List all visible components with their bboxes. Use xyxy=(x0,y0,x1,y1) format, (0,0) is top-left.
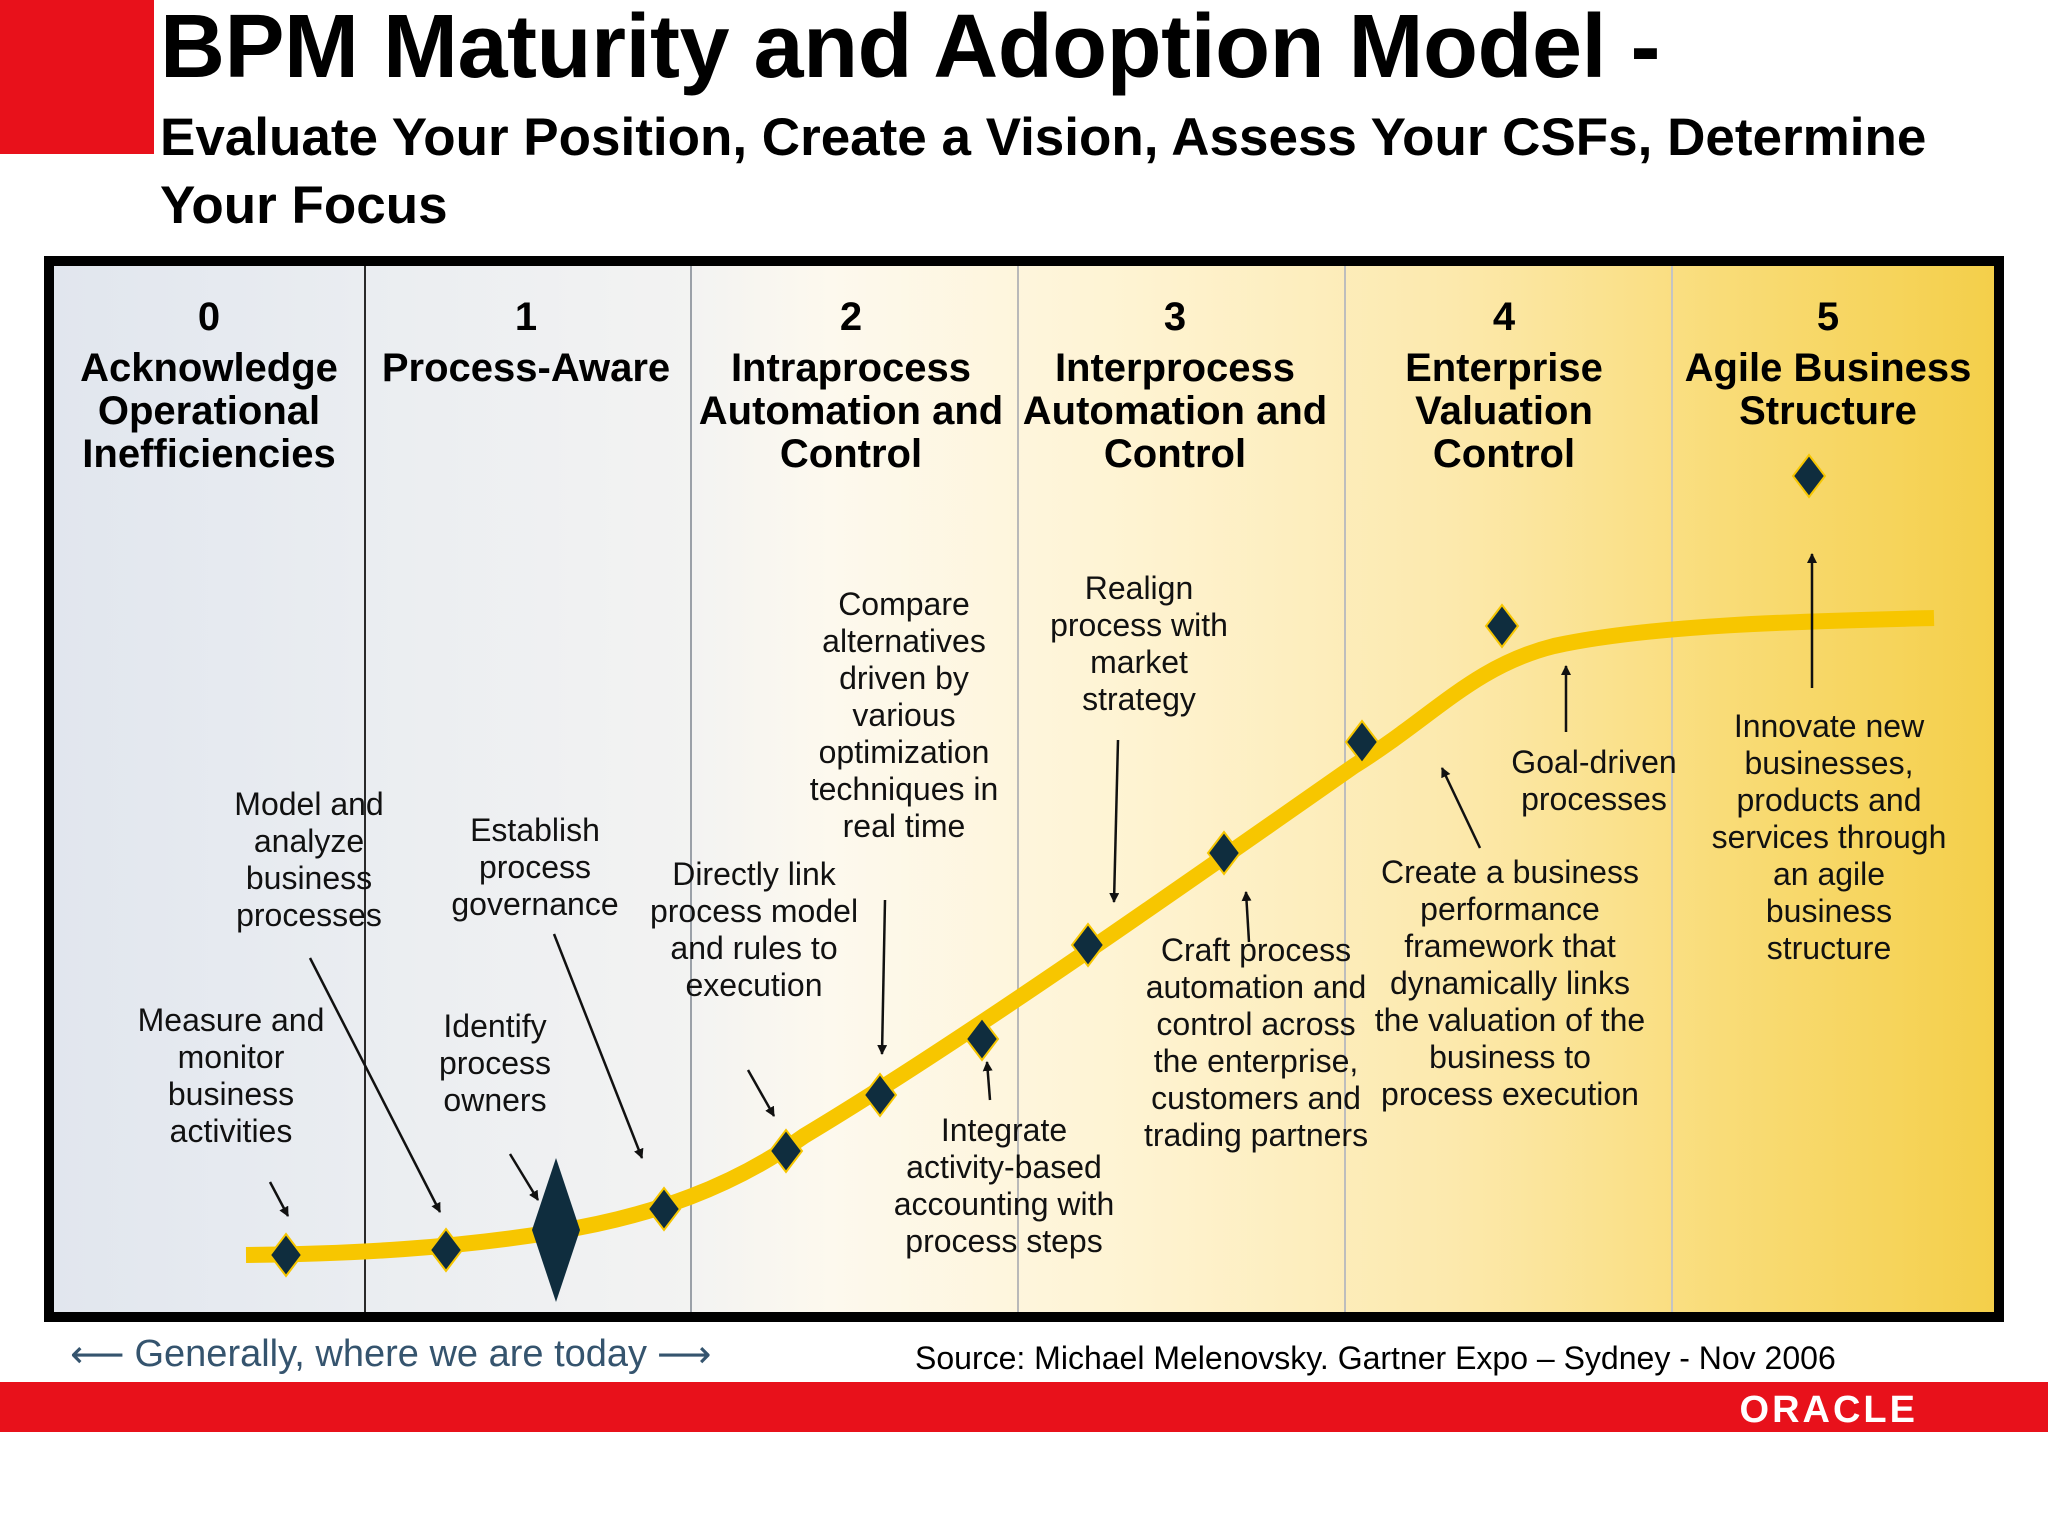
pointer-arrow xyxy=(268,1181,290,1217)
note-model-analyze: Model and analyze business processes xyxy=(234,786,384,933)
milestone-diamond xyxy=(646,1186,682,1232)
maturity-model-diagram: 0 Acknowledge Operational Inefficiencies… xyxy=(44,256,2004,1322)
slide-subtitle: Evaluate Your Position, Create a Vision,… xyxy=(160,108,1927,235)
milestone-diamond-large xyxy=(532,1158,580,1302)
stage-number: 5 xyxy=(1816,295,1840,339)
oracle-logo: ORACLE xyxy=(1739,1389,1918,1431)
note-craft-automation: Craft process automation and control acr… xyxy=(1143,932,1369,1153)
stage-number: 1 xyxy=(514,295,538,339)
pointer-arrow xyxy=(746,1069,776,1117)
note-goal-driven: Goal-driven processes xyxy=(1511,744,1677,817)
pointer-arrow xyxy=(552,933,644,1159)
source-citation: Source: Michael Melenovsky. Gartner Expo… xyxy=(915,1340,1836,1376)
stage-5-header: 5 Agile Business Structure xyxy=(1663,296,1993,433)
adoption-curve-svg xyxy=(245,453,1935,1302)
milestone-diamond xyxy=(1344,719,1380,765)
stage-title: Acknowledge Operational Inefficiencies xyxy=(80,346,338,476)
stage-1-header: 1 Process-Aware xyxy=(361,296,691,390)
milestone-diamond xyxy=(268,1232,304,1278)
today-label: Generally, where we are today xyxy=(134,1332,648,1375)
column-divider xyxy=(690,266,692,1312)
stage-title: Enterprise Valuation Control xyxy=(1405,346,1603,476)
column-divider xyxy=(364,266,366,1312)
footer-red-bar xyxy=(0,1382,2048,1432)
slide-title: BPM Maturity and Adoption Model - xyxy=(160,0,1661,97)
note-identify-owners: Identify process owners xyxy=(438,1008,552,1118)
milestone-diamond xyxy=(1206,830,1242,876)
milestone-diamond xyxy=(768,1128,804,1174)
note-realign-process: Realign process with market strategy xyxy=(1050,570,1228,717)
stage-title: Process-Aware xyxy=(381,346,671,390)
stage-0-header: 0 Acknowledge Operational Inefficiencies xyxy=(54,295,374,476)
stage-4-header: 4 Enterprise Valuation Control xyxy=(1339,296,1669,476)
stage-title: Interprocess Automation and Control xyxy=(1022,346,1328,476)
pointer-arrow xyxy=(508,1153,540,1201)
pointer-arrow xyxy=(877,899,888,1055)
pointer-arrow xyxy=(1440,767,1482,849)
note-innovate: Innovate new businesses, products and se… xyxy=(1711,708,1947,966)
milestone-diamond xyxy=(862,1072,898,1118)
note-measure-monitor: Measure and monitor business activities xyxy=(137,1002,325,1149)
stage-3-header: 3 Interprocess Automation and Control xyxy=(1010,296,1340,476)
milestone-diamond xyxy=(964,1016,1000,1062)
note-create-framework: Create a business performance framework … xyxy=(1374,854,1646,1112)
column-divider xyxy=(1017,266,1019,1312)
milestone-diamond xyxy=(1484,603,1520,649)
pointer-arrow xyxy=(982,1061,993,1101)
pointer-arrow xyxy=(308,957,442,1213)
column-divider xyxy=(1344,266,1346,1312)
stage-number: 2 xyxy=(839,295,863,339)
note-integrate-accounting: Integrate activity-based accounting with… xyxy=(893,1112,1115,1259)
pointer-arrow xyxy=(1241,891,1252,943)
milestone-diamond xyxy=(1791,453,1827,499)
milestone-diamond xyxy=(428,1227,464,1273)
column-divider xyxy=(1671,266,1673,1312)
note-compare-alternatives: Compare alternatives driven by various o… xyxy=(809,586,999,844)
pointer-arrow xyxy=(1109,739,1120,903)
stage-2-header: 2 Intraprocess Automation and Control xyxy=(686,296,1016,476)
note-establish-governance: Establish process governance xyxy=(451,812,619,922)
right-arrow-icon: ⟶ xyxy=(657,1333,712,1376)
left-arrow-icon: ⟵ xyxy=(70,1333,125,1376)
milestone-diamond xyxy=(1070,922,1106,968)
note-directly-link: Directly link process model and rules to… xyxy=(649,856,859,1003)
brand-red-block xyxy=(0,0,154,154)
today-indicator: ⟵ Generally, where we are today ⟶ xyxy=(70,1324,712,1384)
stage-number: 4 xyxy=(1492,295,1516,339)
stage-number: 3 xyxy=(1163,295,1187,339)
stage-number: 0 xyxy=(197,295,221,339)
stage-title: Agile Business Structure xyxy=(1684,346,1972,433)
stage-title: Intraprocess Automation and Control xyxy=(698,346,1004,476)
